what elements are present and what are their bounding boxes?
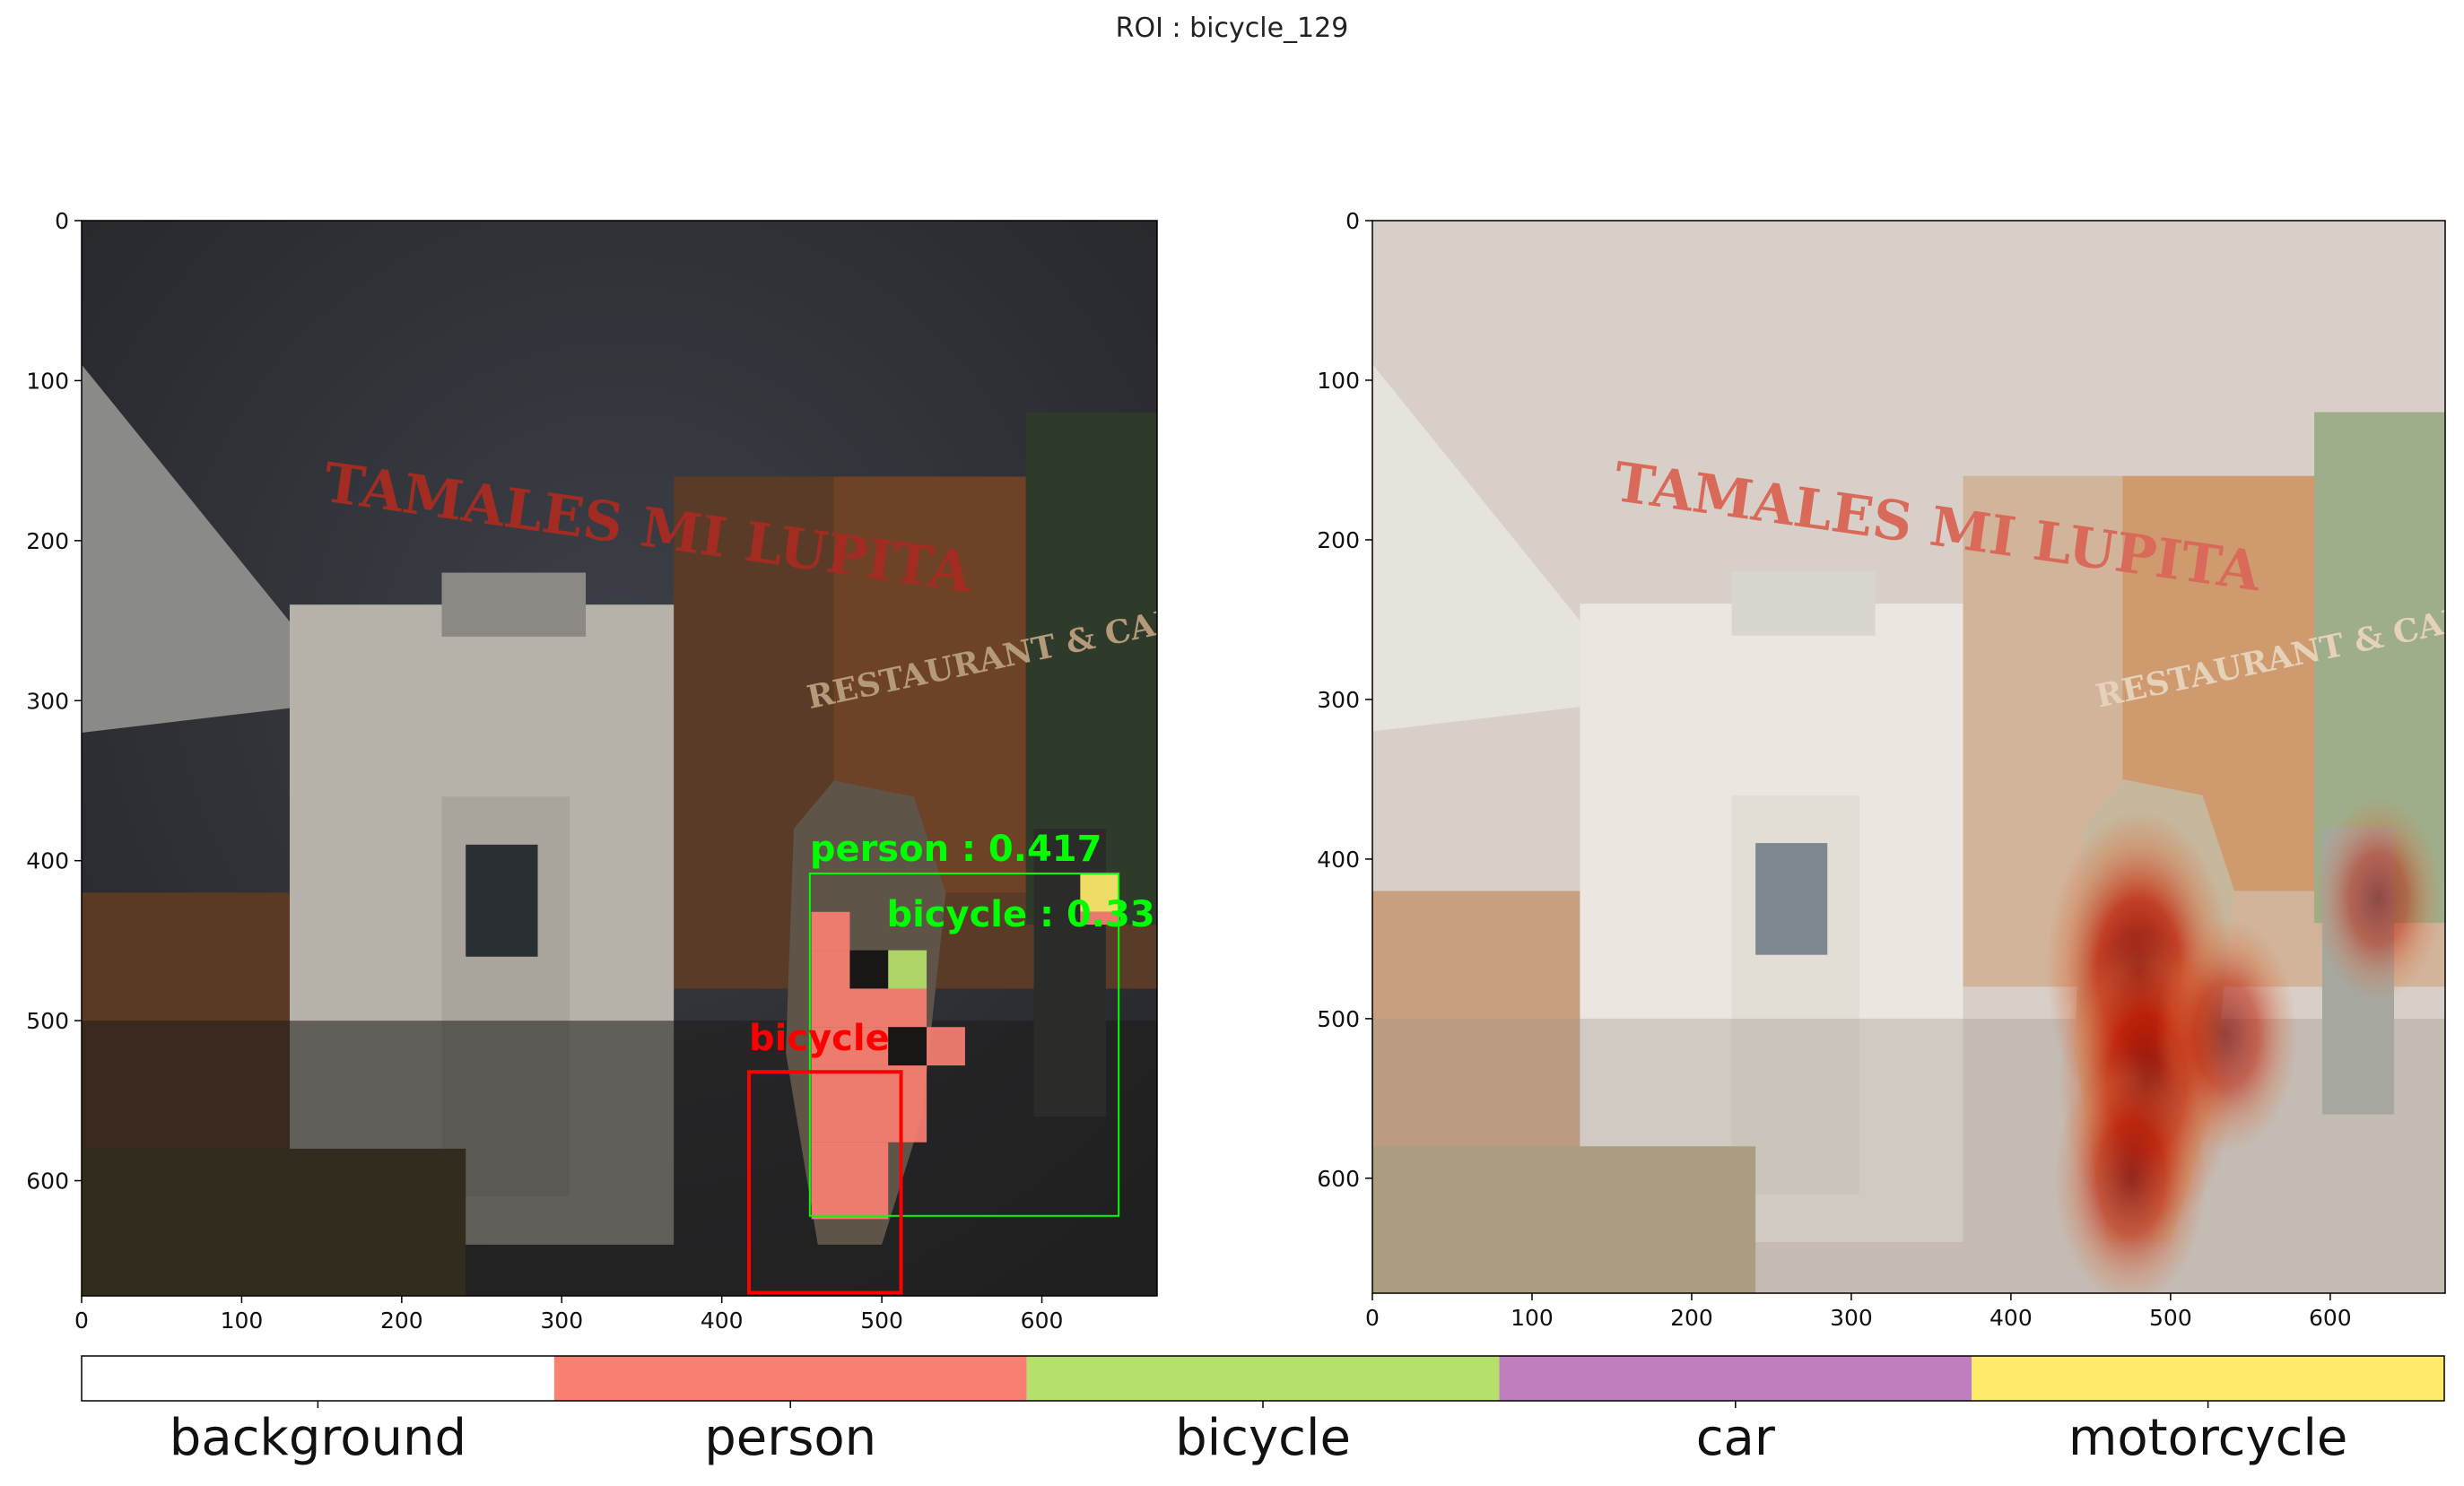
x-tick-label: 500 [860, 1308, 903, 1334]
street [82, 1021, 1157, 1296]
fruit-crate [1372, 1146, 1756, 1293]
x-tick-label: 500 [2149, 1305, 2192, 1331]
y-tick-label: 200 [1317, 527, 1360, 553]
x-tick-label: 0 [74, 1308, 89, 1334]
colorbar-segment-car [1499, 1356, 1972, 1401]
colorbar-segment-person [553, 1356, 1027, 1401]
y-tick-label: 0 [1345, 208, 1360, 234]
awning [1372, 364, 1644, 732]
x-tick-label: 200 [1670, 1305, 1713, 1331]
y-tick-label: 100 [26, 368, 69, 394]
heat-blob [2054, 1052, 2207, 1293]
awning [82, 364, 354, 733]
y-tick-label: 400 [1317, 847, 1360, 873]
mask-cell-background [849, 950, 889, 989]
mask-cell-person [1080, 911, 1119, 925]
y-tick-label: 500 [26, 1008, 69, 1034]
heat-blob [2314, 796, 2442, 1002]
mask-cell-motorcycle [1080, 873, 1119, 912]
attention-heatmap [2046, 796, 2442, 1293]
mask-cell-person [811, 1065, 927, 1143]
detection-box [747, 1070, 903, 1295]
x-tick-label: 400 [701, 1308, 744, 1334]
heat-blob [2155, 917, 2298, 1151]
x-tick-label: 300 [540, 1308, 583, 1334]
colorbar-label: motorcycle [2068, 1409, 2348, 1467]
x-tick-label: 100 [1511, 1305, 1554, 1331]
left-axes-frame [81, 220, 1158, 1297]
colorbar-label: background [170, 1409, 466, 1467]
y-tick-label: 400 [26, 848, 69, 874]
mask-cell-background [888, 1027, 927, 1066]
x-tick-label: 200 [380, 1308, 423, 1334]
detection-label: bicycle [749, 1018, 890, 1059]
detection-box [808, 872, 1120, 1217]
mask-cell-person [927, 1027, 965, 1066]
colorbar-segment-bicycle [1026, 1356, 1500, 1401]
mask-cell-bicycle [888, 950, 927, 989]
y-tick-label: 300 [1317, 687, 1360, 713]
truck-vent [1731, 571, 1876, 636]
detection-label: bicycle : 0.33 [886, 894, 1154, 935]
truck-window [1755, 843, 1828, 955]
y-tick-label: 500 [1317, 1006, 1360, 1032]
colorbar-label: person [704, 1409, 876, 1467]
truck-window [466, 844, 538, 957]
colorbar-segment-background [82, 1356, 554, 1401]
x-tick-label: 400 [1989, 1305, 2033, 1331]
class-colorbar: background person bicycle car motorcycle [81, 1355, 2445, 1467]
right-axes-frame [1371, 220, 2446, 1294]
x-tick-label: 600 [2309, 1305, 2352, 1331]
x-tick-label: 0 [1365, 1305, 1380, 1331]
mask-cell-person [811, 950, 850, 989]
colorbar-frame [81, 1355, 2445, 1402]
y-tick-label: 600 [1317, 1166, 1360, 1192]
x-tick-label: 100 [221, 1308, 264, 1334]
mask-cell-person [811, 1027, 889, 1066]
detection-overlays: person : 0.417 bicycle : 0.33 bicycle [747, 829, 1155, 1295]
colorbar-label: bicycle [1175, 1409, 1351, 1467]
truck-vent [441, 572, 587, 637]
right-axis-ticks: 0 100 200 300 400 500 600 0 100 200 300 400 500 600 [1317, 208, 2351, 1331]
colorbar-label: car [1696, 1409, 1776, 1467]
mask-cell-person [811, 988, 927, 1028]
x-tick-label: 300 [1830, 1305, 1873, 1331]
left-axis-ticks: 0 100 200 300 400 500 600 0 100 200 300 400 500 600 [26, 208, 1063, 1334]
y-tick-label: 0 [55, 208, 69, 234]
y-tick-label: 600 [26, 1169, 69, 1195]
detection-label: person : 0.417 [810, 829, 1102, 870]
colorbar-segment-motorcycle [1972, 1356, 2444, 1401]
mask-cell-person [811, 911, 850, 951]
person-background [1033, 829, 1106, 1117]
y-tick-label: 300 [26, 688, 69, 714]
figure-title: ROI : bicycle_129 [1115, 13, 1349, 44]
segmentation-mask [811, 873, 1119, 1220]
mask-cell-person [811, 1142, 889, 1220]
x-tick-label: 600 [1021, 1308, 1064, 1334]
y-tick-label: 200 [26, 528, 69, 554]
y-tick-label: 100 [1317, 368, 1360, 394]
